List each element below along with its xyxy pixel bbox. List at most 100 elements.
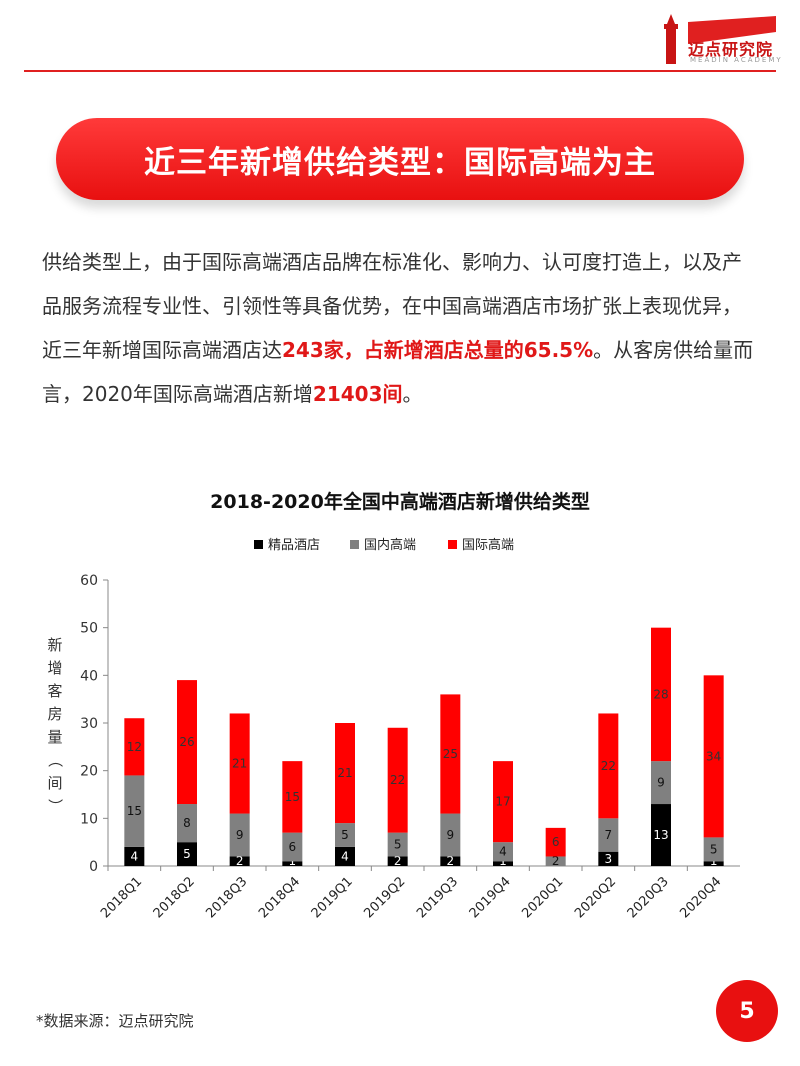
bar-segment xyxy=(177,804,197,843)
data-label: 13 xyxy=(653,828,668,842)
y-axis-label-char: 新 xyxy=(47,636,62,654)
bar-segment xyxy=(124,775,145,847)
bar-segment xyxy=(598,851,619,866)
x-tick-label: 2019Q3 xyxy=(414,874,461,921)
bar-segment xyxy=(124,846,145,866)
data-label: 2 xyxy=(394,854,402,868)
data-label: 9 xyxy=(657,776,665,790)
data-label: 22 xyxy=(601,759,616,773)
x-tick-label: 2020Q3 xyxy=(625,874,672,921)
data-label: 34 xyxy=(706,749,721,763)
bar-segment xyxy=(598,713,619,819)
y-axis-label-char: 房 xyxy=(47,705,62,723)
x-tick-label: 2018Q3 xyxy=(203,874,250,921)
data-label: 15 xyxy=(285,790,300,804)
legend-swatch xyxy=(448,540,457,549)
legend-swatch xyxy=(350,540,359,549)
bar-segment xyxy=(282,832,303,862)
x-tick-label: 2020Q4 xyxy=(677,874,724,921)
logo-subtitle: MEADIN ACADEMY xyxy=(690,56,783,64)
data-label: 4 xyxy=(499,845,507,859)
data-label: 5 xyxy=(710,842,718,856)
bar-segment xyxy=(440,813,461,857)
bar-segment xyxy=(229,856,250,866)
logo-text: 迈点研究院 xyxy=(688,40,774,59)
intro-paragraph: 供给类型上，由于国际高端酒店品牌在标准化、影响力、认可度打造上，以及产品服务流程… xyxy=(42,240,758,416)
logo-icon xyxy=(664,14,776,64)
paragraph-text-2: 。从客房供给量而言，2020年国际高端酒店新增 xyxy=(42,338,754,406)
y-axis-label-char: ） xyxy=(46,798,64,813)
y-axis-label-char: 客 xyxy=(47,682,62,700)
bar-segment xyxy=(651,761,671,805)
bar-segment xyxy=(703,675,724,838)
bar-segment xyxy=(124,718,145,776)
data-label: 9 xyxy=(236,828,244,842)
bar-segment xyxy=(282,861,303,866)
page-number: 5 xyxy=(716,980,778,1042)
bar-segment xyxy=(335,723,355,824)
legend-label: 国际高端 xyxy=(462,537,514,553)
y-axis-label-char: 量 xyxy=(47,728,62,746)
bar-segment xyxy=(229,713,250,814)
data-label: 21 xyxy=(337,766,352,780)
bar-segment xyxy=(282,761,303,833)
bar-segment xyxy=(493,761,513,843)
bar-segment xyxy=(440,694,461,814)
header-divider xyxy=(24,70,776,72)
bar-segment xyxy=(387,727,408,833)
bar-segment xyxy=(335,846,355,866)
data-label: 3 xyxy=(605,852,613,866)
bar-segment xyxy=(545,856,566,866)
x-tick-label: 2019Q2 xyxy=(361,874,408,921)
legend-swatch xyxy=(254,540,263,549)
x-tick-label: 2020Q2 xyxy=(572,874,619,921)
page-title: 近三年新增供给类型：国际高端为主 xyxy=(144,144,656,181)
data-label: 5 xyxy=(394,838,402,852)
y-tick-label: 40 xyxy=(80,668,98,684)
bar-segment xyxy=(545,827,566,857)
bar-segment xyxy=(703,861,724,866)
data-label: 5 xyxy=(183,847,191,861)
bar-segment xyxy=(651,804,671,866)
y-tick-label: 0 xyxy=(89,859,98,875)
title-banner: 近三年新增供给类型：国际高端为主 xyxy=(56,118,744,200)
data-label: 2 xyxy=(447,854,455,868)
chart-title: 2018-2020年全国中高端酒店新增供给类型 xyxy=(210,490,590,513)
x-tick-label: 2018Q4 xyxy=(256,874,303,921)
highlight-hotel-count: 243家，占新增酒店总量的65.5% xyxy=(282,338,594,362)
data-label: 7 xyxy=(605,828,613,842)
bar-segment xyxy=(229,813,250,857)
x-tick-label: 2018Q2 xyxy=(151,874,198,921)
x-tick-label: 2019Q1 xyxy=(309,874,356,921)
bar-segment xyxy=(177,842,197,866)
paragraph-text-1: 供给类型上，由于国际高端酒店品牌在标准化、影响力、认可度打造上，以及产品服务流程… xyxy=(42,250,742,362)
y-tick-label: 30 xyxy=(80,716,98,732)
bar-segment xyxy=(387,856,408,866)
data-label: 2 xyxy=(552,854,560,868)
highlight-room-count: 21403间 xyxy=(312,382,403,406)
y-axis-label-char: 间 xyxy=(47,774,62,792)
data-label: 26 xyxy=(179,735,194,749)
y-axis-label-char: 增 xyxy=(47,659,62,677)
data-label: 9 xyxy=(447,828,455,842)
bar-segment xyxy=(387,832,408,857)
bar-segment xyxy=(177,680,197,805)
bar-segment xyxy=(493,861,513,866)
bar-segment xyxy=(440,856,461,866)
y-axis-label-char: （ xyxy=(46,752,64,767)
data-label: 12 xyxy=(127,740,142,754)
x-tick-label: 2018Q1 xyxy=(98,874,145,921)
data-label: 6 xyxy=(552,835,560,849)
legend-label: 精品酒店 xyxy=(268,538,320,553)
y-tick-label: 20 xyxy=(80,764,98,780)
bar-segment xyxy=(651,627,671,762)
bar-segment xyxy=(493,842,513,862)
data-label: 17 xyxy=(495,795,510,809)
data-label: 15 xyxy=(127,804,142,818)
bar-segment xyxy=(598,818,619,852)
data-label: 28 xyxy=(653,687,668,701)
data-label: 4 xyxy=(131,849,139,863)
data-label: 6 xyxy=(289,840,297,854)
x-tick-label: 2019Q4 xyxy=(467,874,514,921)
